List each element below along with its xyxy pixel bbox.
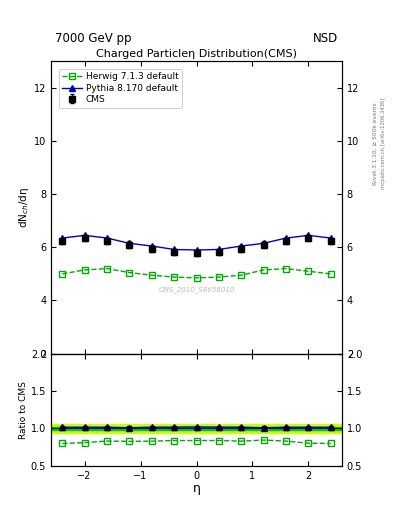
Text: NSD: NSD [313,32,338,45]
Text: CMS_2010_S8656010: CMS_2010_S8656010 [158,286,235,293]
Pythia 8.170 default [306,232,311,239]
X-axis label: η: η [193,482,200,495]
Text: Rivet 3.1.10, ≥ 500k events: Rivet 3.1.10, ≥ 500k events [373,102,378,185]
Text: mcplots.cern.ch [arXiv:1306.3436]: mcplots.cern.ch [arXiv:1306.3436] [381,98,386,189]
Pythia 8.170 default [105,235,109,241]
Herwig 7.1.3 default [60,271,64,277]
Herwig 7.1.3 default [105,266,109,272]
Pythia 8.170 default [217,246,221,252]
Pythia 8.170 default [329,235,333,241]
Herwig 7.1.3 default [261,267,266,273]
Y-axis label: dN$_{ch}$/dη: dN$_{ch}$/dη [17,187,31,228]
Herwig 7.1.3 default [194,275,199,281]
Herwig 7.1.3 default [329,271,333,277]
Text: 7000 GeV pp: 7000 GeV pp [55,32,132,45]
Legend: Herwig 7.1.3 default, Pythia 8.170 default, CMS: Herwig 7.1.3 default, Pythia 8.170 defau… [59,69,182,108]
Pythia 8.170 default [194,247,199,253]
Pythia 8.170 default [284,235,288,241]
Herwig 7.1.3 default [127,269,132,275]
Pythia 8.170 default [60,235,64,241]
Pythia 8.170 default [261,240,266,246]
Line: Pythia 8.170 default: Pythia 8.170 default [59,232,334,253]
Pythia 8.170 default [149,243,154,249]
Pythia 8.170 default [172,246,176,252]
Herwig 7.1.3 default [82,267,87,273]
Herwig 7.1.3 default [172,274,176,280]
Line: Herwig 7.1.3 default: Herwig 7.1.3 default [59,265,334,282]
Herwig 7.1.3 default [149,272,154,279]
Title: Charged Particleη Distribution(CMS): Charged Particleη Distribution(CMS) [96,49,297,59]
Pythia 8.170 default [82,232,87,239]
Herwig 7.1.3 default [306,268,311,274]
Herwig 7.1.3 default [239,272,244,279]
Bar [51,424,342,433]
Y-axis label: Ratio to CMS: Ratio to CMS [19,381,28,439]
Pythia 8.170 default [239,243,244,249]
Pythia 8.170 default [127,240,132,246]
Herwig 7.1.3 default [284,266,288,272]
Herwig 7.1.3 default [217,274,221,280]
Bar [51,426,342,431]
